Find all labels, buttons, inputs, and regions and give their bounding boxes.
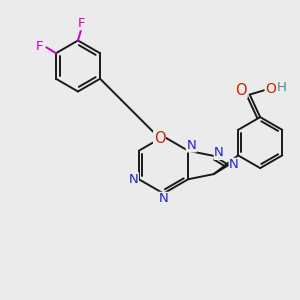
- Text: F: F: [78, 16, 85, 30]
- Text: F: F: [36, 40, 44, 53]
- Text: N: N: [229, 158, 239, 172]
- Text: N: N: [159, 192, 168, 206]
- Text: O: O: [154, 131, 165, 146]
- Text: N: N: [128, 173, 138, 186]
- Text: O: O: [236, 82, 247, 98]
- Text: N: N: [186, 139, 196, 152]
- Text: N: N: [214, 146, 224, 159]
- Text: H: H: [277, 81, 287, 94]
- Text: O: O: [265, 82, 276, 96]
